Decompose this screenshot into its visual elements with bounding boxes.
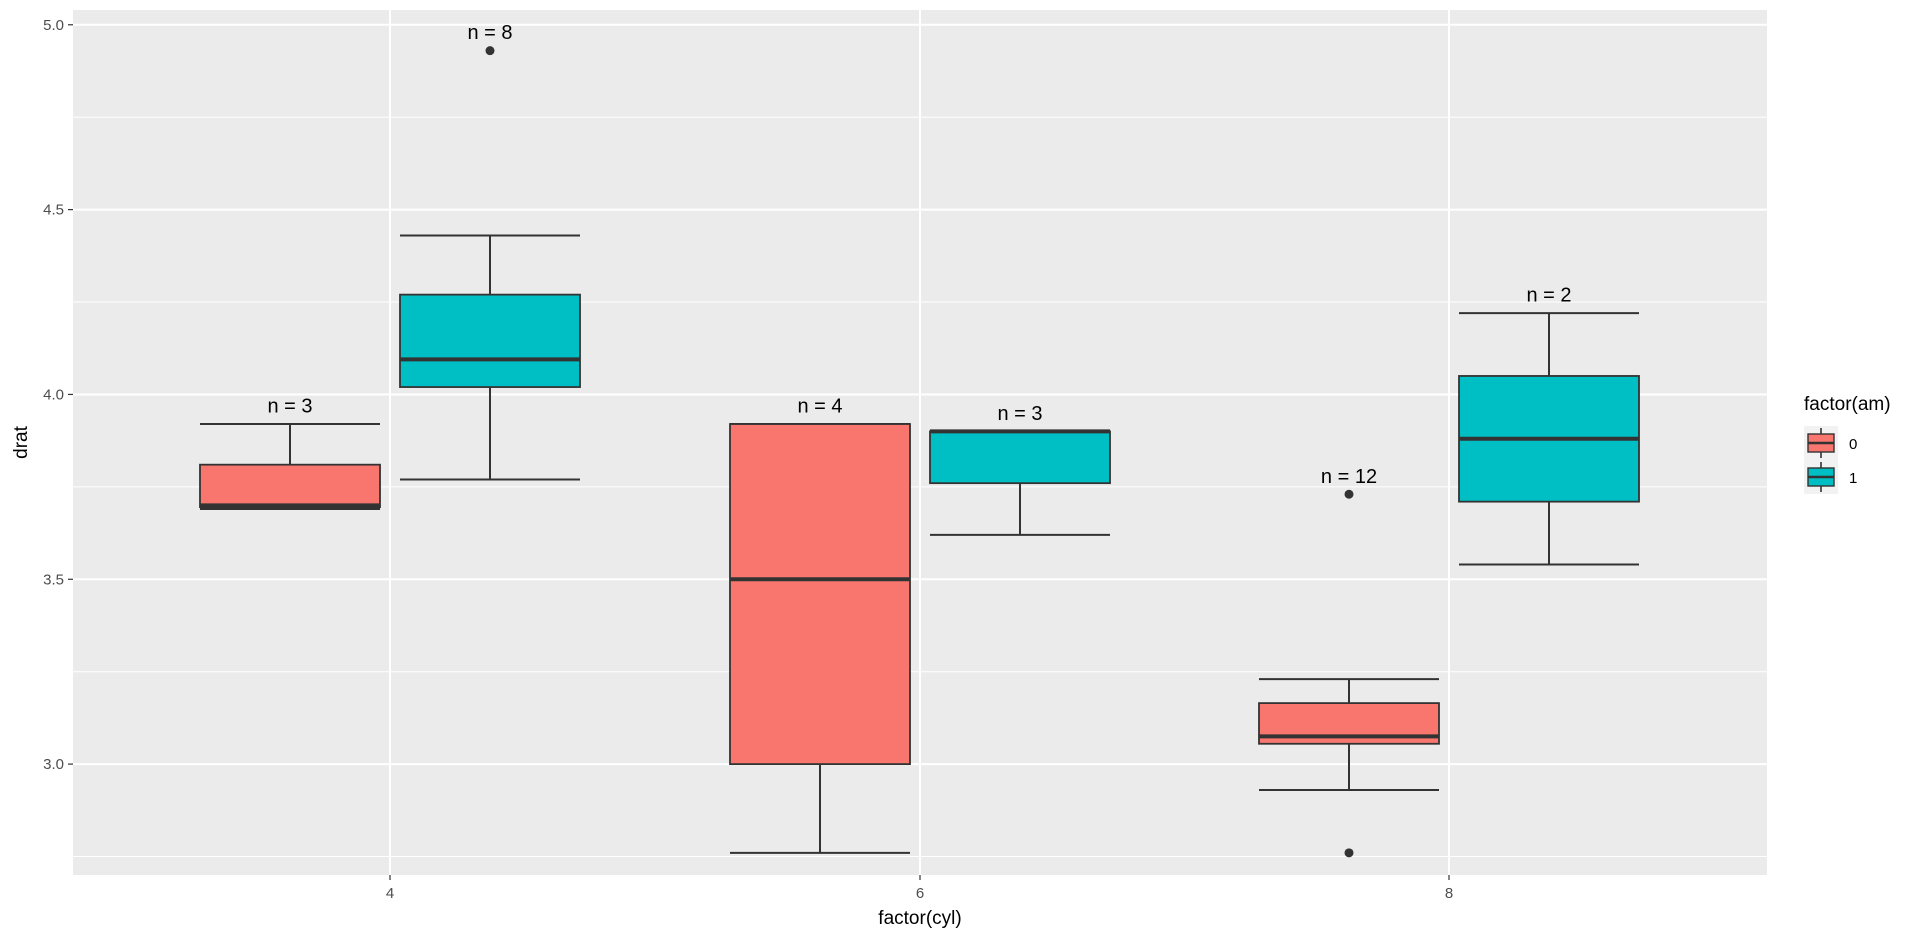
x-axis-title: factor(cyl) xyxy=(878,908,961,929)
x-tick-label: 4 xyxy=(386,885,394,902)
legend-items: 01 xyxy=(1804,426,1857,494)
legend-item-0: 0 xyxy=(1804,426,1857,460)
outlier-point xyxy=(485,46,495,56)
box xyxy=(199,463,381,509)
y-axis-title: drat xyxy=(11,425,32,458)
x-tick-label: 8 xyxy=(1445,885,1453,902)
box-group-cyl6-am0 xyxy=(729,423,911,854)
y-tick-label: 4.0 xyxy=(43,386,64,403)
n-count-label: n = 12 xyxy=(1321,466,1377,488)
x-axis: 4 6 8 xyxy=(386,875,1453,902)
legend-item-1: 1 xyxy=(1804,460,1857,494)
box xyxy=(929,430,1111,485)
grid-major xyxy=(73,10,1767,875)
boxes xyxy=(199,46,1640,858)
y-tick-label: 5.0 xyxy=(43,17,64,34)
y-tick-label: 3.5 xyxy=(43,571,64,588)
n-count-label: n = 2 xyxy=(1526,285,1571,307)
outlier-point xyxy=(1344,489,1354,499)
x-tick-label: 6 xyxy=(916,885,924,902)
legend: factor(am) 01 xyxy=(1804,394,1891,494)
y-axis: 3.0 3.5 4.0 4.5 5.0 xyxy=(43,17,73,773)
n-count-label: n = 3 xyxy=(267,396,312,418)
n-count-label: n = 8 xyxy=(467,22,512,44)
legend-label: 0 xyxy=(1849,436,1857,453)
box-group-cyl4-am1 xyxy=(399,46,581,481)
y-tick-label: 4.5 xyxy=(43,202,64,219)
box xyxy=(399,293,581,388)
outlier-point xyxy=(1344,848,1354,858)
box-group-cyl8-am1 xyxy=(1458,312,1640,566)
n-count-label: n = 4 xyxy=(797,396,842,418)
box-group-cyl6-am1 xyxy=(929,429,1111,536)
box xyxy=(729,423,911,766)
n-count-label: n = 3 xyxy=(997,403,1042,425)
legend-title: factor(am) xyxy=(1804,394,1891,415)
legend-label: 1 xyxy=(1849,470,1857,487)
n-labels: n = 3 n = 8 n = 4 n = 3 n = 12 n = 2 xyxy=(267,22,1571,488)
box-group-cyl4-am0 xyxy=(199,423,381,511)
box-group-cyl8-am0 xyxy=(1258,489,1440,858)
y-tick-label: 3.0 xyxy=(43,756,64,773)
